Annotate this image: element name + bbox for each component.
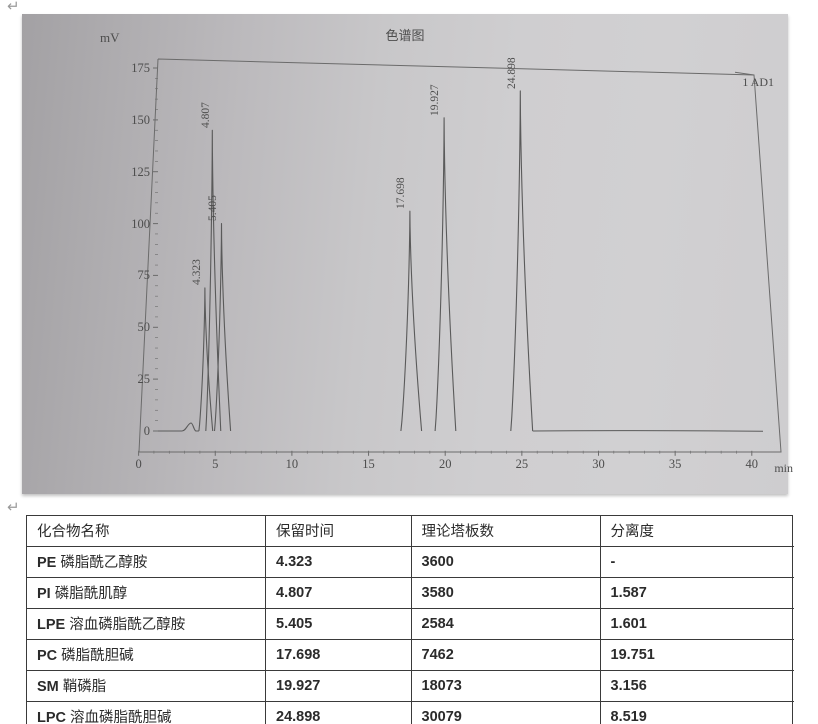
svg-text:5.405: 5.405 (207, 195, 219, 221)
svg-text:100: 100 (131, 217, 150, 231)
svg-text:35: 35 (669, 457, 682, 471)
svg-text:色谱图: 色谱图 (385, 28, 424, 43)
svg-text:5: 5 (212, 457, 218, 471)
svg-text:25: 25 (516, 457, 529, 471)
svg-text:20: 20 (439, 457, 452, 471)
svg-text:mV: mV (100, 30, 120, 45)
svg-text:40: 40 (746, 457, 759, 471)
svg-text:10: 10 (286, 457, 299, 471)
svg-text:15: 15 (362, 457, 375, 471)
svg-text:0: 0 (144, 424, 150, 438)
svg-text:50: 50 (138, 320, 151, 334)
svg-text:4.807: 4.807 (200, 102, 212, 128)
svg-text:75: 75 (138, 268, 151, 282)
svg-text:min: min (774, 461, 793, 475)
svg-text:19.927: 19.927 (429, 84, 441, 116)
svg-text:175: 175 (131, 61, 150, 75)
svg-text:4.323: 4.323 (191, 259, 203, 285)
svg-text:17.698: 17.698 (395, 177, 407, 209)
svg-text:30: 30 (592, 457, 605, 471)
svg-text:125: 125 (131, 165, 150, 179)
svg-text:24.898: 24.898 (506, 57, 518, 89)
svg-text:25: 25 (138, 372, 151, 386)
svg-text:1 AD1: 1 AD1 (742, 75, 774, 89)
svg-text:150: 150 (131, 113, 150, 127)
svg-text:0: 0 (135, 457, 141, 471)
